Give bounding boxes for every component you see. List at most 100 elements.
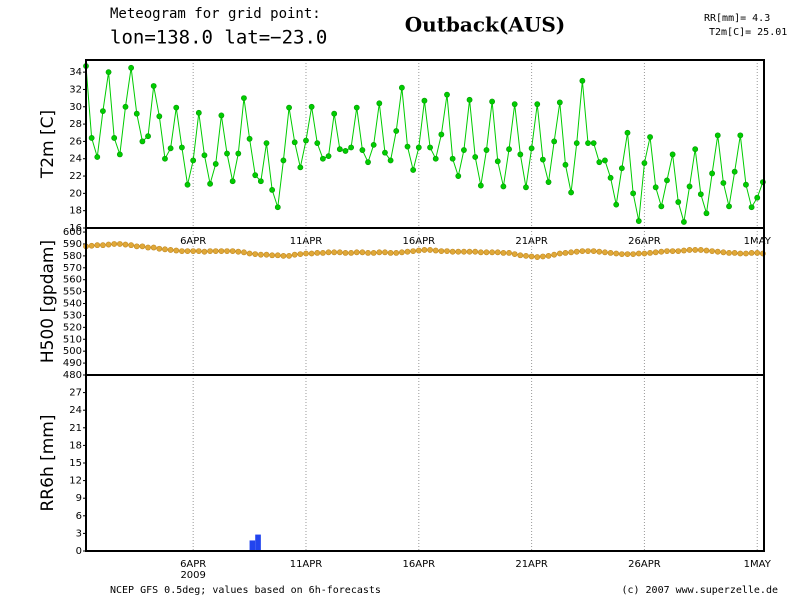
data-point	[88, 242, 95, 249]
data-point	[398, 84, 405, 91]
data-point	[562, 161, 569, 168]
data-point	[145, 133, 151, 140]
data-point	[737, 132, 744, 139]
y-tick-label: 500	[63, 346, 82, 357]
data-point	[528, 253, 535, 260]
data-point	[607, 174, 614, 181]
data-point	[184, 181, 191, 188]
data-point	[585, 248, 591, 255]
data-point	[692, 146, 699, 153]
data-point	[325, 153, 332, 160]
y-tick-label: 3	[76, 528, 82, 539]
data-point	[658, 203, 665, 210]
data-point	[359, 249, 366, 256]
data-point	[393, 249, 400, 256]
y-tick-label: 6	[76, 511, 82, 522]
data-point	[246, 135, 253, 142]
data-point	[241, 249, 247, 256]
data-point	[641, 250, 648, 257]
data-point	[207, 248, 213, 255]
data-point	[641, 160, 648, 166]
data-point	[252, 251, 259, 257]
y-tick-label: 26	[69, 136, 82, 147]
data-point	[314, 140, 321, 147]
data-point	[455, 248, 462, 255]
data-point	[229, 178, 236, 185]
data-point	[714, 248, 721, 255]
data-point	[111, 241, 118, 247]
data-point	[697, 247, 704, 253]
y-tick-label: 600	[63, 227, 82, 238]
data-point	[607, 249, 614, 256]
data-point	[201, 152, 208, 159]
data-point	[511, 101, 518, 108]
data-point	[489, 249, 496, 256]
y-tick-label: 590	[63, 239, 82, 250]
data-point	[709, 170, 716, 177]
data-point	[286, 252, 292, 259]
data-point	[382, 249, 388, 256]
bar	[249, 540, 256, 551]
data-point	[184, 248, 191, 255]
x-tick-label: 26APR	[628, 236, 661, 247]
y-tick-label: 490	[63, 358, 82, 369]
data-point	[432, 155, 439, 162]
data-point	[511, 251, 518, 257]
data-point	[150, 244, 157, 251]
data-point	[370, 249, 377, 256]
data-point	[218, 112, 225, 119]
data-point	[308, 250, 315, 257]
data-point	[551, 251, 558, 258]
y-tick-label: 9	[76, 493, 82, 504]
data-point	[703, 247, 710, 254]
x-tick-label: 16APR	[403, 236, 436, 247]
data-point	[545, 179, 552, 186]
y-tick-label: 22	[69, 171, 82, 182]
data-point	[224, 248, 230, 255]
data-point	[415, 144, 422, 151]
data-point	[461, 147, 467, 153]
data-point	[681, 247, 687, 254]
data-point	[602, 157, 608, 164]
data-point	[387, 157, 394, 164]
x-tick-label: 11APR	[290, 559, 323, 570]
data-point	[489, 98, 496, 105]
data-point	[726, 249, 732, 256]
data-point	[212, 161, 219, 167]
data-point	[692, 247, 699, 253]
y-tick-label: 12	[69, 476, 82, 487]
place-name: Outback(AUS)	[405, 13, 566, 37]
y-tick-label: 15	[69, 458, 82, 469]
data-point	[466, 96, 473, 103]
data-point	[410, 248, 417, 255]
data-point	[274, 204, 281, 211]
data-point	[427, 144, 433, 151]
data-point	[173, 247, 180, 254]
data-point	[376, 249, 383, 256]
data-point	[579, 77, 586, 84]
data-point	[342, 148, 349, 154]
data-point	[438, 131, 445, 138]
data-point	[545, 252, 552, 259]
x-tick-label: 21APR	[515, 236, 548, 247]
data-point	[697, 191, 704, 198]
data-point	[382, 149, 388, 156]
data-point	[241, 95, 247, 102]
data-point	[647, 249, 653, 256]
data-point	[421, 97, 428, 104]
data-point	[714, 132, 721, 139]
data-point	[291, 139, 298, 146]
data-point	[720, 180, 727, 186]
data-point	[207, 180, 213, 187]
data-point	[410, 167, 417, 173]
data-point	[477, 182, 484, 189]
data-point	[562, 249, 569, 256]
data-point	[145, 244, 151, 251]
data-point	[624, 129, 631, 136]
data-point	[156, 245, 163, 252]
data-point	[523, 184, 529, 191]
header-line1: Meteogram for grid point:	[110, 6, 321, 22]
data-point	[235, 248, 242, 255]
data-point	[421, 247, 428, 253]
data-point	[139, 243, 146, 250]
